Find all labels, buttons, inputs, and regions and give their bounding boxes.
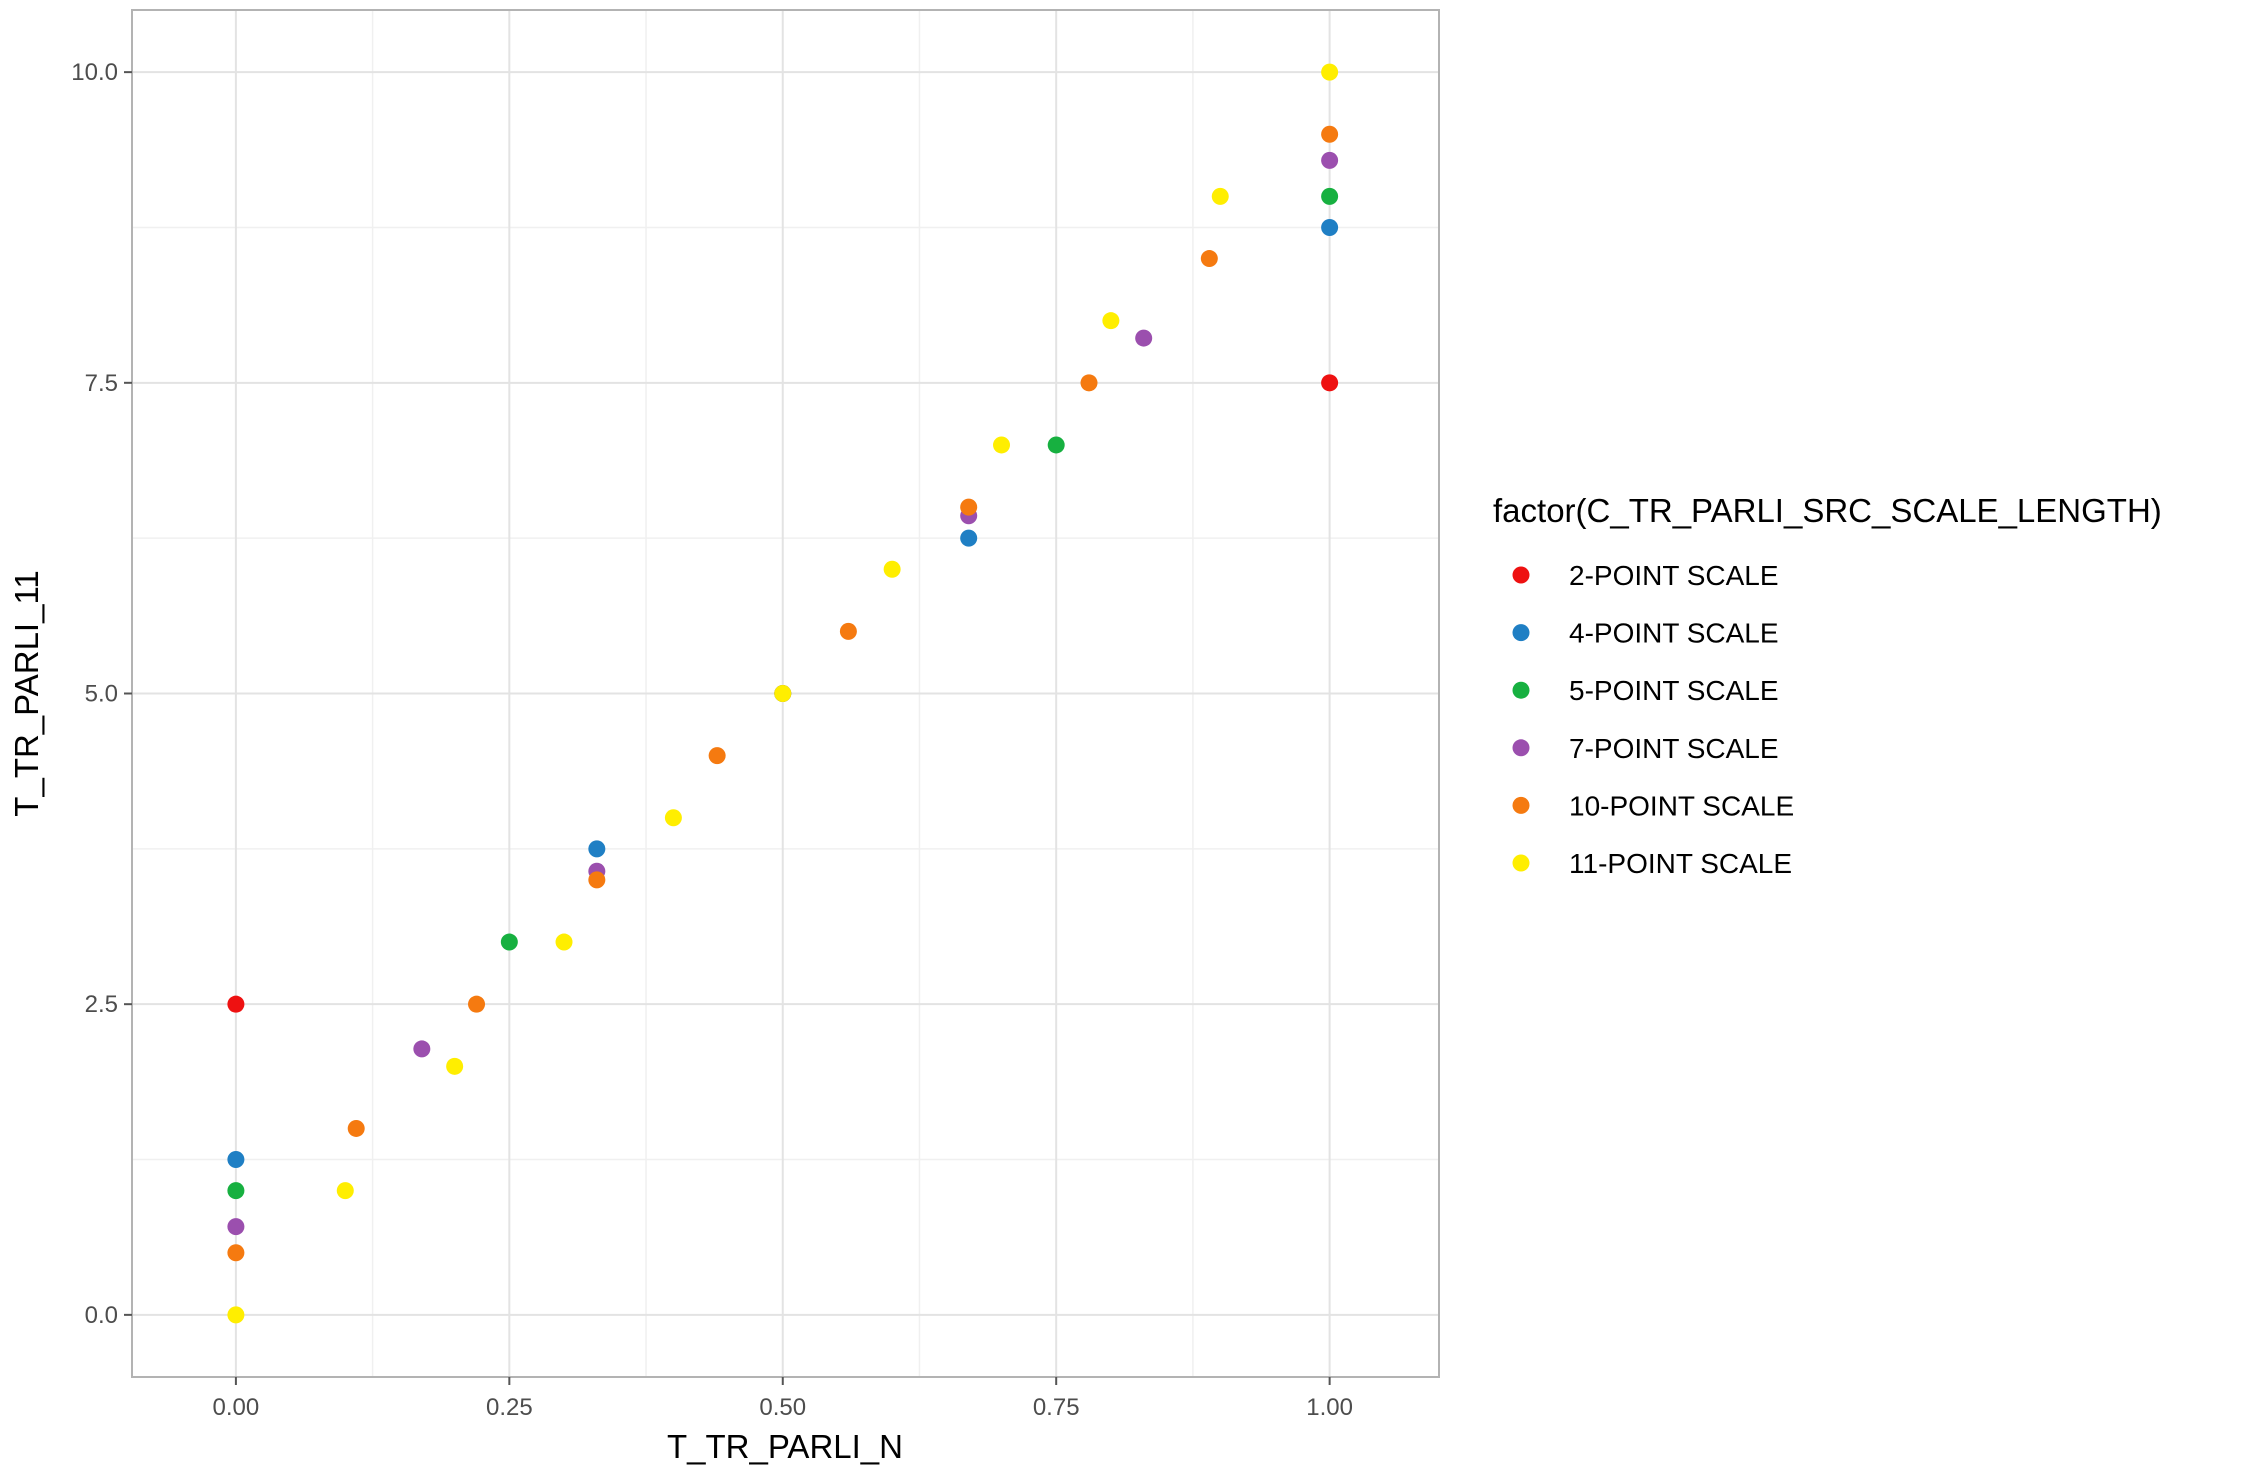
point-5-point-scale bbox=[1047, 436, 1065, 454]
point-11-point-scale bbox=[774, 685, 792, 702]
point-10-point-scale bbox=[468, 995, 486, 1013]
y-tick-label: 10.0 bbox=[71, 59, 118, 86]
point-7-point-scale bbox=[227, 1218, 245, 1236]
point-10-point-scale bbox=[588, 871, 606, 889]
point-4-point-scale bbox=[227, 1151, 245, 1169]
legend-key bbox=[1512, 854, 1530, 872]
legend-key bbox=[1512, 624, 1530, 642]
point-11-point-scale bbox=[1321, 63, 1339, 81]
point-11-point-scale bbox=[446, 1057, 464, 1075]
point-11-point-scale bbox=[555, 933, 573, 951]
point-4-point-scale bbox=[588, 840, 606, 858]
legend-key bbox=[1512, 681, 1530, 699]
point-4-point-scale bbox=[960, 529, 978, 547]
y-tick-label: 0.0 bbox=[85, 1302, 118, 1329]
point-10-point-scale bbox=[1321, 125, 1339, 143]
point-5-point-scale bbox=[1321, 187, 1339, 205]
legend-key bbox=[1512, 566, 1530, 584]
point-10-point-scale bbox=[1200, 250, 1218, 268]
point-2-point-scale bbox=[227, 995, 245, 1013]
point-11-point-scale bbox=[993, 436, 1011, 454]
point-4-point-scale bbox=[1321, 218, 1339, 236]
point-11-point-scale bbox=[336, 1182, 354, 1200]
y-tick-label: 5.0 bbox=[85, 681, 118, 708]
point-11-point-scale bbox=[227, 1306, 245, 1324]
legend-key bbox=[1512, 796, 1530, 814]
y-tick-label: 2.5 bbox=[85, 991, 118, 1018]
legend-label: 2-POINT SCALE bbox=[1569, 560, 1779, 591]
legend-label: 11-POINT SCALE bbox=[1569, 848, 1792, 879]
x-axis-title: T_TR_PARLI_N bbox=[667, 1428, 903, 1465]
point-10-point-scale bbox=[347, 1119, 365, 1137]
point-7-point-scale bbox=[413, 1040, 431, 1058]
grid-lines bbox=[132, 10, 1439, 1377]
point-11-point-scale bbox=[664, 809, 682, 827]
axis-tick-labels: 0.00 0.25 0.50 0.75 1.00 0.0 2.5 5.0 7.5 10.0 bbox=[71, 59, 1353, 1421]
legend-label: 10-POINT SCALE bbox=[1569, 790, 1794, 821]
point-5-point-scale bbox=[227, 1182, 245, 1200]
x-tick-label: 0.25 bbox=[486, 1394, 533, 1421]
x-tick-label: 1.00 bbox=[1306, 1394, 1353, 1421]
legend-title: factor(C_TR_PARLI_SRC_SCALE_LENGTH) bbox=[1493, 492, 2162, 529]
point-10-point-scale bbox=[960, 498, 978, 516]
point-11-point-scale bbox=[1102, 312, 1120, 330]
point-10-point-scale bbox=[839, 622, 857, 640]
point-10-point-scale bbox=[708, 747, 726, 765]
point-7-point-scale bbox=[1135, 329, 1153, 347]
point-7-point-scale bbox=[1321, 151, 1339, 169]
legend-label: 7-POINT SCALE bbox=[1569, 733, 1779, 764]
data-points bbox=[227, 63, 1339, 1324]
x-tick-label: 0.00 bbox=[213, 1394, 260, 1421]
legend-label: 4-POINT SCALE bbox=[1569, 618, 1779, 649]
legend-key bbox=[1512, 739, 1530, 757]
legend-label: 5-POINT SCALE bbox=[1569, 675, 1779, 706]
point-10-point-scale bbox=[1080, 374, 1098, 392]
point-10-point-scale bbox=[227, 1244, 245, 1262]
y-tick-label: 7.5 bbox=[85, 370, 118, 397]
point-11-point-scale bbox=[1211, 187, 1229, 205]
y-axis-title: T_TR_PARLI_11 bbox=[8, 570, 45, 816]
legend: factor(C_TR_PARLI_SRC_SCALE_LENGTH) 2-PO… bbox=[1493, 492, 2162, 879]
x-tick-label: 0.75 bbox=[1033, 1394, 1080, 1421]
point-2-point-scale bbox=[1321, 374, 1339, 392]
point-11-point-scale bbox=[883, 560, 901, 578]
point-5-point-scale bbox=[500, 933, 518, 951]
x-tick-label: 0.50 bbox=[759, 1394, 806, 1421]
